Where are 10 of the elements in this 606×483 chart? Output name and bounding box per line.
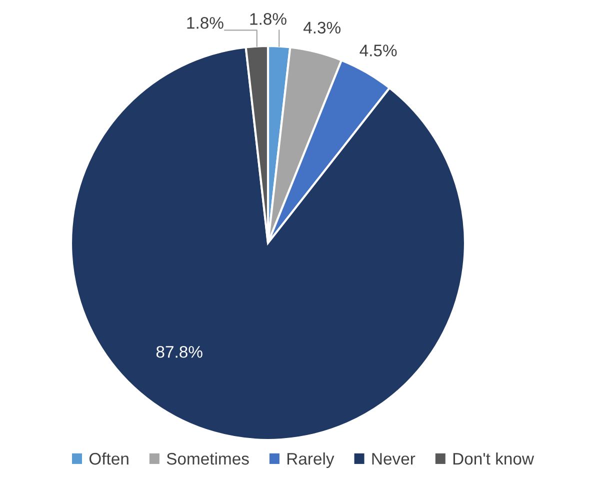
- legend-label: Sometimes: [166, 452, 249, 465]
- data-label: 87.8%: [156, 346, 202, 358]
- data-label: 4.3%: [303, 22, 340, 34]
- legend-label: Often: [89, 452, 128, 465]
- legend-label: Never: [372, 453, 416, 465]
- legend-label: Don't know: [453, 452, 534, 465]
- data-label: 4.5%: [360, 44, 397, 56]
- legend-label: Rarely: [287, 452, 334, 468]
- data-label: 1.8%: [250, 13, 286, 25]
- data-label: 1.8%: [187, 17, 224, 29]
